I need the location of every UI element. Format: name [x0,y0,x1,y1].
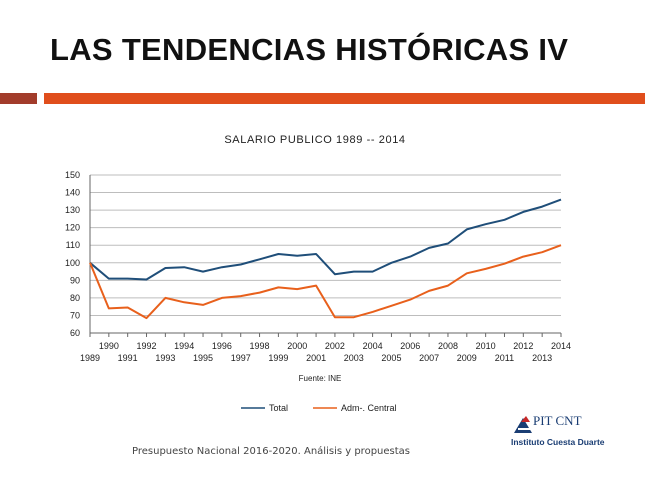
x-tick-label: 2013 [532,353,552,363]
x-tick-label: 1999 [268,353,288,363]
y-tick-label: 100 [65,258,80,268]
pit-cnt-logo: PIT CNT Instituto Cuesta Duarte [511,413,612,455]
x-tick-label: 1998 [250,341,270,351]
y-tick-label: 120 [65,223,80,233]
y-tick-label: 110 [66,240,80,250]
series-line-total [89,198,562,281]
x-tick-label: 1994 [174,341,194,351]
y-tick-label: 80 [70,293,80,303]
x-tick-label: 2005 [381,353,401,363]
y-tick-label: 70 [70,310,80,320]
x-tick-label: 2012 [513,341,533,351]
y-tick-label: 60 [70,328,80,338]
x-tick-label: 2004 [363,341,383,351]
chart-ticks: 60 70 80 90 100 110 120 130 140 150 1989 1990 1991 19… [65,170,571,363]
title-rule-right [44,93,645,104]
chart-lines [89,198,562,320]
chart-axes [89,175,562,337]
x-tick-label: 1997 [231,353,251,363]
y-tick-label: 150 [65,170,80,180]
logo-subtitle: Instituto Cuesta Duarte [511,437,605,447]
x-tick-label: 1989 [80,353,100,363]
x-tick-label: 2014 [551,341,571,351]
x-tick-label: 2009 [457,353,477,363]
x-tick-label: 2010 [476,341,496,351]
x-tick-label: 1995 [193,353,213,363]
chart-grid [90,174,561,334]
y-tick-label: 140 [65,188,80,198]
x-tick-label: 1990 [99,341,119,351]
x-tick-label: 2008 [438,341,458,351]
title-rule-left [0,93,37,104]
x-tick-label: 2011 [495,353,514,363]
legend-label: Adm-. Central [341,403,397,413]
x-tick-label: 1993 [155,353,175,363]
series-line-adm-central [89,244,562,320]
slide-title: LAS TENDENCIAS HISTÓRICAS IV [50,32,569,67]
x-tick-label: 2003 [344,353,364,363]
legend-label: Total [269,403,288,413]
chart-title: SALARIO PUBLICO 1989 -- 2014 [224,134,405,146]
x-tick-label: 2001 [306,353,326,363]
y-tick-label: 90 [70,275,80,285]
x-tick-label: 2002 [325,341,345,351]
chart-legend: Total Adm-. Central [241,403,397,413]
chart-source: Fuente: INE [299,374,342,383]
y-tick-label: 130 [65,205,80,215]
logo-name: PIT CNT [533,413,582,428]
x-tick-label: 1992 [137,341,157,351]
x-tick-label: 2006 [400,341,420,351]
x-tick-label: 1991 [118,353,138,363]
x-tick-label: 2000 [287,341,307,351]
logo-mark-icon [514,416,532,433]
x-tick-label: 1996 [212,341,232,351]
footer-text: Presupuesto Nacional 2016-2020. Análisis… [132,446,411,457]
x-tick-label: 2007 [419,353,439,363]
